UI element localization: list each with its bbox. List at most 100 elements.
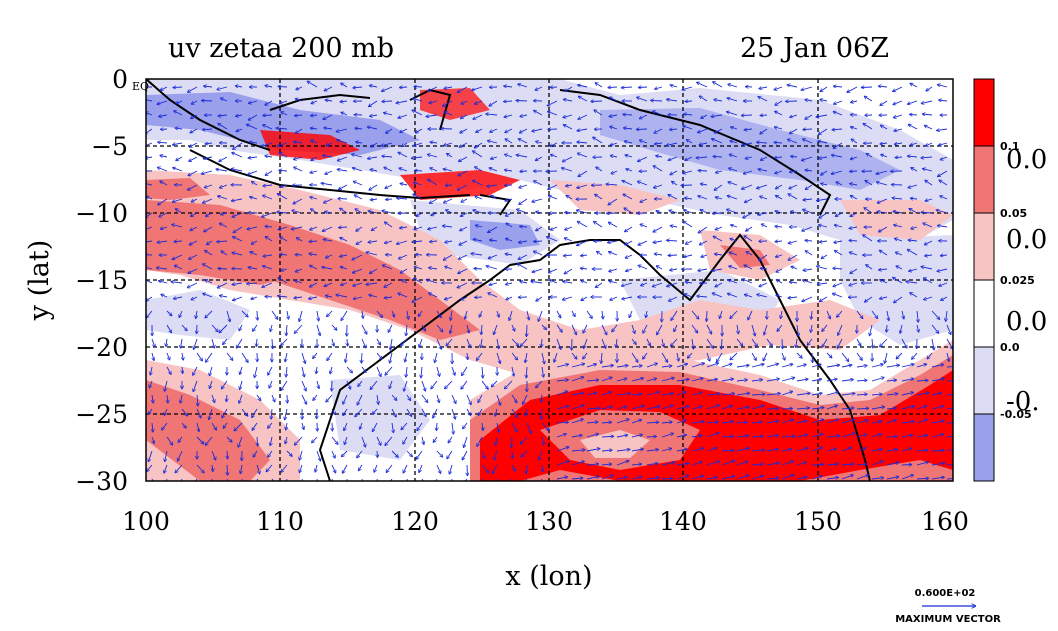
- wind-vector-arrow: [931, 324, 938, 333]
- wind-vector-arrow: [657, 266, 663, 270]
- wind-vector-arrow: [382, 101, 393, 102]
- wind-vector-arrow: [236, 115, 243, 116]
- wind-vector-arrow: [353, 282, 363, 286]
- wind-vector-arrow: [436, 324, 443, 332]
- wind-vector-arrow: [563, 296, 573, 300]
- wind-vector-arrow: [777, 324, 783, 331]
- wind-vector-arrow: [332, 338, 334, 346]
- wind-vector-arrow: [654, 184, 663, 188]
- wind-vector-arrow: [188, 282, 198, 288]
- wind-vector-arrow: [293, 198, 303, 204]
- wind-vector-arrow: [833, 268, 843, 269]
- wind-vector-arrow: [791, 267, 798, 270]
- wind-vector-arrow: [790, 282, 798, 283]
- wind-vector-arrow: [202, 170, 213, 174]
- colorbar-swatch: [973, 212, 995, 281]
- wind-vector-arrow: [400, 227, 408, 228]
- wind-vector-arrow: [803, 139, 813, 144]
- wind-vector-arrow: [247, 283, 258, 284]
- wind-vector-arrow: [281, 185, 288, 187]
- wind-vector-arrow: [548, 112, 558, 116]
- wind-vector-arrow: [612, 170, 618, 174]
- wind-vector-arrow: [445, 296, 453, 299]
- wind-vector-arrow: [443, 226, 453, 227]
- wind-vector-arrow: [775, 112, 783, 116]
- wind-vector-arrow: [458, 268, 468, 273]
- wind-vector-arrow: [623, 114, 633, 115]
- wind-vector-arrow: [263, 266, 273, 270]
- wind-vector-arrow: [192, 296, 198, 300]
- wind-vector-arrow: [232, 253, 243, 256]
- wind-vector-arrow: [760, 128, 768, 134]
- wind-vector-arrow: [415, 170, 423, 171]
- wind-vector-arrow: [532, 198, 543, 202]
- wind-vector-arrow: [577, 240, 588, 245]
- wind-vector-arrow: [706, 324, 711, 334]
- wind-vector-arrow: [249, 157, 258, 158]
- wind-vector-arrow: [386, 128, 393, 133]
- wind-vector-arrow: [594, 222, 603, 228]
- wind-vector-arrow: [567, 196, 573, 200]
- wind-vector-arrow: [728, 280, 738, 284]
- wind-vector-arrow: [323, 114, 333, 119]
- wind-vector-arrow: [655, 87, 663, 89]
- wind-vector-arrow: [686, 282, 693, 283]
- wind-vector-arrow: [925, 240, 933, 245]
- wind-vector-arrow: [909, 268, 918, 271]
- wind-vector-arrow: [366, 252, 378, 256]
- wind-vector-arrow: [324, 239, 333, 241]
- wind-vector-arrow: [340, 255, 348, 257]
- wind-vector-arrow: [819, 212, 828, 218]
- wind-vector-arrow: [611, 156, 618, 157]
- wind-vector-arrow: [939, 282, 948, 286]
- wind-vector-arrow: [397, 240, 408, 244]
- wind-vector-arrow: [667, 142, 678, 145]
- wind-vector-arrow: [292, 226, 303, 229]
- wind-vector-arrow: [486, 114, 498, 115]
- wind-vector-arrow: [922, 100, 933, 103]
- wind-vector-arrow: [565, 86, 573, 91]
- wind-vector-arrow: [896, 252, 903, 256]
- wind-vector-arrow: [712, 139, 723, 144]
- wind-vector-arrow: [218, 196, 228, 200]
- wind-vector-arrow: [939, 100, 948, 101]
- wind-vector-arrow: [176, 128, 183, 129]
- wind-vector-arrow: [746, 226, 753, 231]
- wind-vector-arrow: [450, 324, 452, 333]
- wind-vector-arrow: [218, 282, 228, 288]
- wind-vector-arrow: [223, 338, 228, 344]
- wind-vector-arrow: [865, 181, 873, 186]
- wind-vector-arrow: [583, 324, 588, 333]
- wind-vector-arrow: [413, 194, 423, 200]
- wind-vector-arrow: [805, 114, 813, 119]
- wind-vector-arrow: [602, 310, 603, 318]
- wind-vector-arrow: [803, 129, 813, 130]
- wind-vector-arrow: [609, 252, 618, 256]
- wind-vector-arrow: [190, 142, 198, 147]
- wind-vector-arrow: [459, 240, 468, 245]
- wind-vector-arrow: [917, 310, 918, 322]
- wind-vector-arrow: [475, 196, 483, 200]
- wind-vector-arrow: [295, 115, 303, 116]
- wind-vector-arrow: [221, 251, 228, 256]
- wind-vector-arrow: [337, 140, 348, 144]
- wind-vector-arrow: [188, 184, 198, 190]
- wind-vector-arrow: [758, 97, 768, 102]
- wind-vector-arrow: [354, 182, 363, 186]
- wind-vector-arrow: [294, 297, 303, 298]
- wind-vector-arrow: [415, 267, 423, 270]
- wind-vector-arrow: [791, 156, 798, 157]
- wind-vector-arrow: [336, 295, 348, 298]
- x-tick-label: 150: [794, 507, 842, 536]
- wind-vector-arrow: [494, 324, 498, 334]
- wind-vector-arrow: [325, 86, 333, 91]
- wind-vector-arrow: [941, 255, 948, 256]
- wind-vector-arrow: [445, 112, 453, 116]
- wind-vector-arrow: [870, 324, 873, 335]
- wind-vector-arrow: [382, 86, 393, 91]
- wind-vector-arrow: [812, 352, 813, 362]
- wind-vector-arrow: [687, 140, 693, 144]
- wind-vector-arrow: [578, 85, 588, 88]
- wind-vector-arrow: [818, 141, 828, 144]
- wind-vector-arrow: [817, 266, 828, 270]
